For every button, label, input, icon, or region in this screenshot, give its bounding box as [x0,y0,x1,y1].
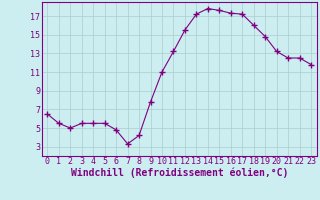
X-axis label: Windchill (Refroidissement éolien,°C): Windchill (Refroidissement éolien,°C) [70,168,288,178]
